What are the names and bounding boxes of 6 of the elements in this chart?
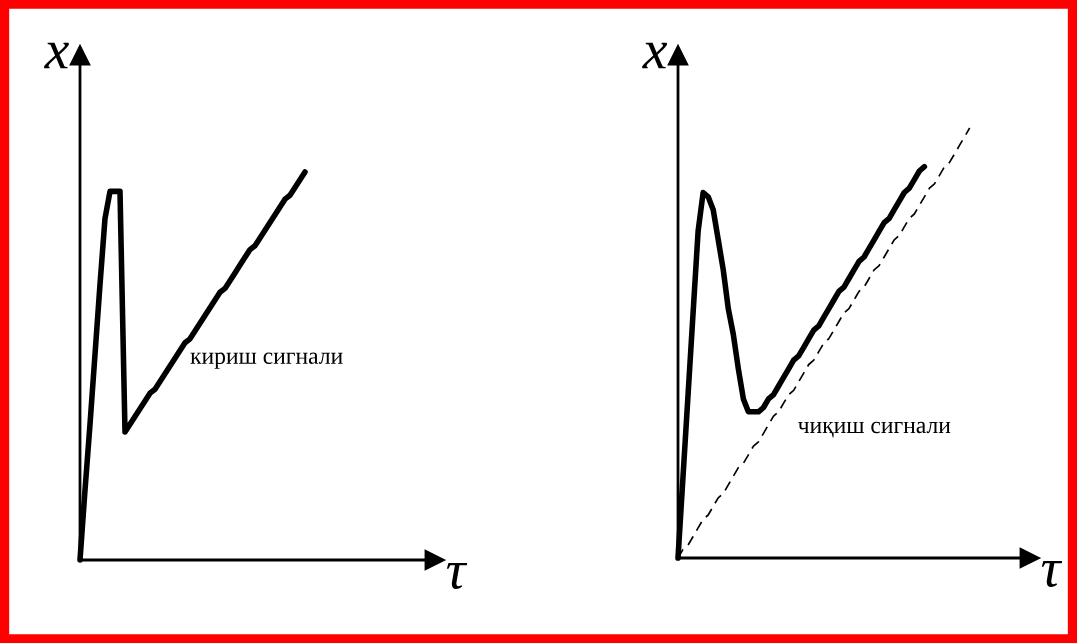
x-axis-title: τ — [1041, 560, 1063, 587]
series-label: чиқиш сигнали — [798, 421, 951, 438]
y-axis-title: x — [642, 42, 668, 69]
y-axis-title: x — [44, 42, 69, 69]
series-label: кириш сигнали — [190, 352, 343, 369]
x-axis-title: τ — [446, 563, 468, 590]
